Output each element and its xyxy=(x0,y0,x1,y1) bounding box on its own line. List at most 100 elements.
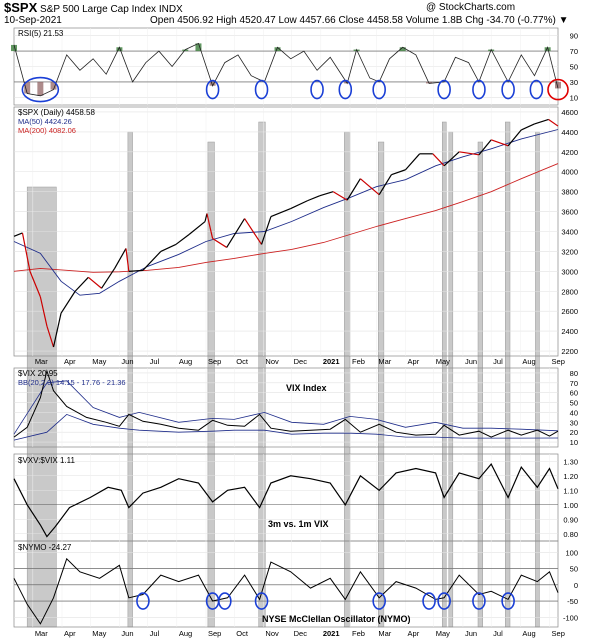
y-tick-label: 4600 xyxy=(561,108,578,117)
x-tick-label: Apr xyxy=(408,629,420,638)
y-tick-label: 60 xyxy=(570,389,578,398)
price-segment xyxy=(507,129,522,147)
x-tick-label: Oct xyxy=(236,629,249,638)
nymo-oversold-circle xyxy=(422,592,436,610)
highlight-period xyxy=(127,131,133,628)
price-segment xyxy=(188,221,206,235)
rsi-oversold-circle xyxy=(310,79,324,100)
x-tick-label: Jun xyxy=(121,629,133,638)
y-tick-label: 4400 xyxy=(561,128,578,137)
rsi-oversold-fill xyxy=(37,81,44,96)
rsi-overbought-fill xyxy=(399,47,406,52)
x-tick-label: Apr xyxy=(64,629,76,638)
x-tick-label: May xyxy=(436,629,450,638)
y-tick-label: 20 xyxy=(570,428,578,437)
x-tick-label: Jun xyxy=(465,357,477,366)
price-segment xyxy=(206,213,214,239)
ratio-line xyxy=(13,463,559,538)
vix-legend: $VIX 20.95 xyxy=(18,369,58,378)
chart-header: $SPX S&P 500 Large Cap Index INDX xyxy=(4,0,183,15)
ratio-title: 3m vs. 1m VIX xyxy=(268,519,329,529)
rsi-oversold-fill xyxy=(50,81,57,90)
price-segment xyxy=(260,216,272,245)
price-segment xyxy=(226,218,246,248)
price-segment xyxy=(548,118,559,127)
ma50-legend: MA(50) 4424.26 xyxy=(18,117,72,126)
symbol: $SPX xyxy=(4,0,38,15)
y-tick-label: 50 xyxy=(570,399,578,408)
x-tick-label: Nov xyxy=(265,357,279,366)
stockcharts-credit: @ StockCharts.com xyxy=(426,2,516,13)
y-tick-label: 40 xyxy=(570,408,578,417)
rsi-overbought-fill xyxy=(544,47,551,52)
highlight-period xyxy=(535,131,540,628)
x-tick-label: Jul xyxy=(150,357,160,366)
price-segment xyxy=(101,268,116,289)
price-segment xyxy=(521,123,535,131)
price-segment xyxy=(332,191,348,201)
price-segment xyxy=(142,251,162,271)
rsi-oversold-circle xyxy=(501,79,515,100)
x-tick-label: Jul xyxy=(493,357,503,366)
ma200-line xyxy=(13,163,559,273)
y-tick-label: 2600 xyxy=(561,307,578,316)
price-segment xyxy=(490,139,509,147)
highlight-period xyxy=(505,121,511,628)
y-tick-label: 30 xyxy=(570,78,578,87)
nymo-oversold-circle xyxy=(136,592,150,610)
y-tick-label: 1.20 xyxy=(563,472,578,481)
y-tick-label: 4200 xyxy=(561,148,578,157)
price-segment xyxy=(29,271,41,297)
vix-bb-lower xyxy=(13,413,559,441)
x-tick-label: Aug xyxy=(179,357,192,366)
x-tick-label: Jun xyxy=(121,357,133,366)
bb-legend: BB(20,2.0) 14.15 - 17.76 - 21.36 xyxy=(18,378,126,387)
rsi-oversold-circle xyxy=(437,79,451,100)
x-tick-label: Sep xyxy=(552,357,565,366)
ratio-legend: $VXV:$VIX 1.11 xyxy=(18,456,75,465)
price-segment xyxy=(125,248,130,272)
price-segment xyxy=(13,232,23,237)
x-tick-label: May xyxy=(92,629,106,638)
x-tick-label: Mar xyxy=(35,629,48,638)
y-tick-label: 1.30 xyxy=(563,457,578,466)
y-tick-label: 2800 xyxy=(561,287,578,296)
y-tick-label: 2200 xyxy=(561,347,578,356)
highlight-period xyxy=(441,121,447,628)
highlight-period xyxy=(477,141,483,628)
x-tick-label: May xyxy=(92,357,106,366)
price-segment xyxy=(160,243,177,252)
y-tick-label: 0 xyxy=(574,581,578,590)
rsi-latest-circle xyxy=(547,78,569,101)
price-segment xyxy=(478,139,492,156)
quote-date: 10-Sep-2021 xyxy=(4,15,62,26)
price-segment xyxy=(114,248,127,269)
price-segment xyxy=(60,290,76,314)
x-tick-label: Apr xyxy=(64,357,76,366)
price-segment xyxy=(46,325,55,348)
y-tick-label: 30 xyxy=(570,418,578,427)
rsi-oversold-circle xyxy=(529,79,544,100)
rsi-overbought-fill xyxy=(195,43,202,52)
nymo-legend: $NYMO -24.27 xyxy=(18,543,72,552)
y-tick-label: -100 xyxy=(563,613,578,622)
highlight-period xyxy=(258,121,266,628)
y-tick-label: 90 xyxy=(570,32,578,41)
y-tick-label: 3600 xyxy=(561,208,578,217)
vix-line xyxy=(13,369,559,438)
price-segment xyxy=(405,153,421,171)
x-tick-label: Mar xyxy=(35,357,48,366)
x-tick-label: Jul xyxy=(493,629,503,638)
x-tick-label: Feb xyxy=(352,357,365,366)
rsi-oversold-fill xyxy=(555,81,561,89)
rsi-legend: RSI(5) 21.53 xyxy=(18,29,64,38)
nymo-oversold-circle xyxy=(501,592,515,610)
y-tick-label: 2400 xyxy=(561,327,578,336)
price-segment xyxy=(128,269,143,272)
highlight-period xyxy=(207,141,215,628)
ma200-legend: MA(200) 4082.06 xyxy=(18,126,76,135)
rsi-oversold-circle xyxy=(205,79,220,100)
rsi-oversold-fill xyxy=(24,81,31,94)
